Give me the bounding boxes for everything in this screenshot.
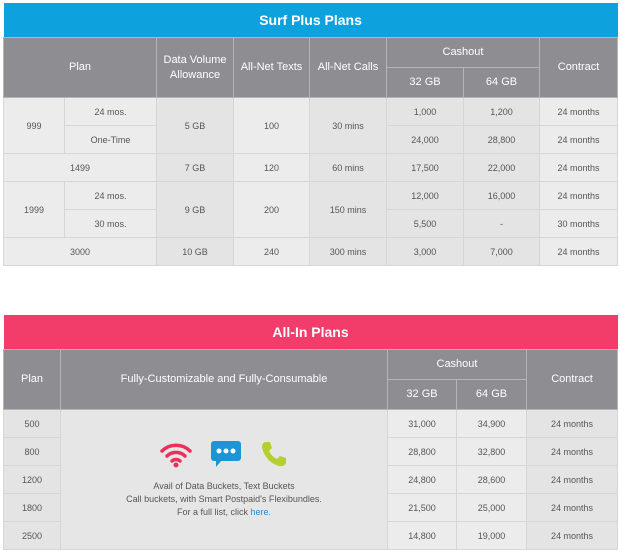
cashout-64-cell: 28,600 [456,465,527,494]
all-in-table: All-In Plans Plan Fully-Customizable and… [3,315,619,550]
cashout-32-cell: 14,800 [387,521,457,550]
cashout-64-cell: 7,000 [463,237,540,266]
texts-cell: 200 [233,181,310,238]
cashout-64-cell: 28,800 [463,125,540,154]
header-contract: Contract [525,349,619,410]
cashout-32-cell: 24,000 [386,125,464,154]
plan-term-cell: One-Time [64,125,157,154]
here-link[interactable]: here. [250,507,272,517]
plan-cell: 2500 [3,521,61,550]
promo-line-2: Call buckets, with Smart Postpaid's Flex… [126,494,322,504]
header-customizable: Fully-Customizable and Fully-Consumable [60,349,388,410]
contract-cell: 24 months [538,97,619,126]
cashout-64-cell: 19,000 [456,521,527,550]
cashout-64-cell: 22,000 [463,153,540,182]
contract-cell: 24 months [538,153,619,182]
calls-cell: 60 mins [309,153,387,182]
table-row: 500 Avail of Data Buckets, Text Buckets … [3,409,619,550]
promo-line-1: Avail of Data Buckets, Text Buckets [153,481,295,491]
header-32gb: 32 GB [386,67,464,98]
contract-cell: 30 months [538,209,619,238]
data-cell: 7 GB [156,153,234,182]
header-64gb: 64 GB [456,379,527,410]
texts-cell: 100 [233,97,310,154]
header-plan: Plan [3,37,157,98]
plan-cell: 1999 [3,181,65,238]
calls-cell: 30 mins [309,97,387,154]
plan-term-cell: 30 mos. [64,209,157,238]
contract-cell: 24 months [525,465,619,494]
plan-term-cell: 24 mos. [64,97,157,126]
cashout-32-cell: 12,000 [386,181,464,210]
cashout-64-cell: - [463,209,540,238]
table-row: 30 mos. 5,500 - 30 months [4,209,619,238]
wifi-icon [160,440,192,470]
header-calls: All-Net Calls [309,37,387,98]
cashout-32-cell: 1,000 [386,97,464,126]
header-cashout: Cashout [387,349,527,380]
contract-cell: 24 months [525,521,619,550]
plan-cell: 800 [3,437,61,466]
texts-cell: 120 [233,153,310,182]
promo-line-3: For a full list, click [176,507,251,517]
cashout-32-cell: 21,500 [387,493,457,522]
header-contract: Contract [538,37,619,98]
cashout-64-cell: 1,200 [463,97,540,126]
header-32gb: 32 GB [387,379,457,410]
surf-plus-table: Surf Plus Plans Plan Data Volume Allowan… [3,3,619,266]
cashout-32-cell: 3,000 [386,237,464,266]
contract-cell: 24 months [538,237,619,266]
table-row: One-Time 24,000 28,800 24 months [4,125,619,154]
table-row: 1999 24 mos. 9 GB 200 150 mins 12,000 16… [3,181,619,238]
table-row: 3000 10 GB 240 300 mins 3,000 7,000 24 m… [3,237,619,266]
cashout-32-cell: 28,800 [387,437,457,466]
plan-term-cell: 24 mos. [64,181,157,210]
cashout-32-cell: 5,500 [386,209,464,238]
plan-cell: 1200 [3,465,61,494]
data-cell: 5 GB [156,97,234,154]
header-cashout: Cashout [386,37,540,68]
chat-bubble-icon [210,440,242,470]
data-cell: 10 GB [156,237,234,266]
phone-icon [260,440,288,470]
cashout-32-cell: 24,800 [387,465,457,494]
table-row: 1499 7 GB 120 60 mins 17,500 22,000 24 m… [3,153,619,182]
header-texts: All-Net Texts [233,37,310,98]
contract-cell: 24 months [538,125,619,154]
cashout-32-cell: 17,500 [386,153,464,182]
plan-cell: 1499 [3,153,157,182]
plan-cell: 3000 [3,237,157,266]
contract-cell: 24 months [525,437,619,466]
plan-cell: 500 [3,409,61,438]
cashout-64-cell: 32,800 [456,437,527,466]
texts-cell: 240 [233,237,310,266]
header-64gb: 64 GB [463,67,540,98]
plan-cell: 999 [3,97,65,154]
cashout-64-cell: 25,000 [456,493,527,522]
header-data-volume: Data Volume Allowance [156,37,234,98]
cashout-64-cell: 34,900 [456,409,527,438]
plan-cell: 1800 [3,493,61,522]
table-row: 2500 14,800 19,000 24 months [3,521,619,550]
table-row: 1200 24,800 28,600 24 months [3,465,619,494]
cashout-32-cell: 31,000 [387,409,457,438]
contract-cell: 24 months [525,409,619,438]
contract-cell: 24 months [525,493,619,522]
data-cell: 9 GB [156,181,234,238]
surf-plus-title: Surf Plus Plans [3,3,618,38]
table-row: 999 24 mos. 5 GB 100 30 mins 1,000 1,200… [3,97,619,154]
header-plan: Plan [3,349,61,410]
flexibundles-promo: Avail of Data Buckets, Text Buckets Call… [60,409,388,550]
calls-cell: 300 mins [309,237,387,266]
contract-cell: 24 months [538,181,619,210]
cashout-64-cell: 16,000 [463,181,540,210]
calls-cell: 150 mins [309,181,387,238]
all-in-title: All-In Plans [3,315,618,350]
